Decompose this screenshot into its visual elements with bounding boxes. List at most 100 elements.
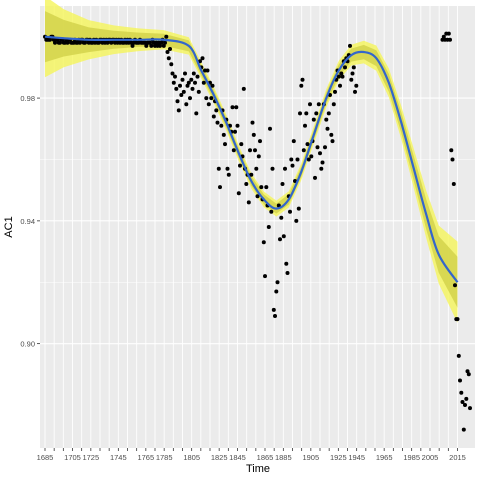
data-point bbox=[256, 154, 261, 159]
data-point bbox=[183, 71, 187, 76]
x-tick-label: 1765 bbox=[137, 453, 154, 462]
data-point bbox=[109, 40, 114, 45]
data-point bbox=[301, 148, 306, 153]
data-point bbox=[285, 271, 290, 275]
data-point bbox=[221, 132, 226, 137]
data-point bbox=[58, 40, 62, 45]
data-point bbox=[254, 166, 259, 171]
data-point bbox=[130, 43, 135, 48]
data-point bbox=[189, 77, 194, 82]
smooth-line bbox=[44, 35, 459, 283]
data-point bbox=[305, 142, 310, 147]
data-point bbox=[466, 372, 471, 377]
data-point bbox=[261, 240, 266, 245]
data-point bbox=[194, 111, 199, 116]
data-point bbox=[270, 166, 275, 171]
x-tick-label: 1745 bbox=[110, 453, 127, 462]
data-point bbox=[295, 157, 300, 162]
data-point bbox=[159, 40, 164, 45]
data-point bbox=[186, 80, 191, 85]
data-point bbox=[343, 65, 347, 70]
data-point bbox=[281, 234, 286, 239]
y-axis-title: AC1 bbox=[3, 216, 15, 237]
data-point bbox=[168, 47, 172, 51]
smooth-line-path bbox=[44, 35, 459, 283]
data-point bbox=[251, 132, 256, 137]
data-point bbox=[148, 40, 152, 45]
data-point bbox=[225, 166, 230, 171]
data-point bbox=[250, 120, 255, 125]
data-point bbox=[258, 139, 262, 144]
data-point bbox=[464, 396, 469, 401]
data-point bbox=[65, 40, 70, 45]
x-tick-label: 1985 bbox=[403, 453, 420, 462]
data-point bbox=[309, 154, 314, 159]
data-point bbox=[460, 400, 465, 404]
data-point bbox=[231, 148, 236, 153]
data-point bbox=[458, 378, 462, 383]
data-point bbox=[219, 123, 224, 128]
data-point bbox=[259, 185, 264, 190]
data-point bbox=[468, 406, 472, 411]
data-point bbox=[215, 120, 220, 125]
data-point bbox=[349, 77, 354, 82]
data-point bbox=[173, 74, 177, 79]
data-point bbox=[214, 108, 219, 113]
data-point bbox=[290, 163, 295, 168]
data-point bbox=[306, 157, 311, 162]
data-point bbox=[185, 83, 190, 88]
data-point bbox=[211, 114, 216, 119]
data-point bbox=[144, 43, 149, 48]
x-tick-label: 1905 bbox=[302, 453, 319, 462]
grid-layer bbox=[40, 6, 475, 448]
data-point bbox=[300, 77, 305, 82]
data-point bbox=[238, 163, 242, 168]
data-point bbox=[53, 40, 57, 45]
data-point bbox=[459, 390, 464, 395]
data-point bbox=[271, 307, 276, 312]
data-point bbox=[350, 71, 355, 76]
data-point bbox=[283, 166, 287, 171]
data-point bbox=[319, 166, 324, 171]
data-point bbox=[303, 123, 307, 128]
data-point bbox=[353, 89, 357, 94]
data-point bbox=[289, 157, 294, 162]
data-point bbox=[190, 86, 195, 91]
data-point bbox=[318, 151, 322, 156]
data-point bbox=[351, 65, 356, 70]
x-tick-label: 1945 bbox=[348, 453, 365, 462]
data-point bbox=[164, 34, 169, 39]
data-point bbox=[241, 86, 246, 91]
data-point bbox=[288, 209, 292, 214]
x-tick-label: 1825 bbox=[211, 453, 228, 462]
data-point bbox=[278, 237, 282, 242]
y-tick-label: 0.94 bbox=[20, 217, 35, 226]
x-tick-label: 2005 bbox=[422, 453, 439, 462]
data-point bbox=[461, 427, 466, 432]
data-point bbox=[266, 225, 271, 229]
data-point bbox=[83, 40, 87, 45]
data-point bbox=[451, 182, 456, 186]
data-point bbox=[273, 314, 277, 318]
x-axis: 1685 1705 1725 1745 1765 1785 1805 1825 1845 1865… bbox=[37, 448, 466, 462]
x-tick-label: 1845 bbox=[229, 453, 246, 462]
data-point bbox=[330, 139, 335, 144]
data-point bbox=[179, 93, 184, 97]
x-tick-label: 1705 bbox=[64, 453, 81, 462]
data-point bbox=[304, 111, 309, 116]
data-point bbox=[226, 172, 231, 177]
data-point bbox=[269, 209, 274, 214]
data-point bbox=[223, 142, 227, 147]
data-point bbox=[336, 74, 341, 79]
data-point bbox=[325, 126, 330, 131]
data-point bbox=[449, 148, 454, 153]
data-point bbox=[235, 123, 240, 128]
data-point bbox=[246, 200, 251, 205]
data-point bbox=[448, 37, 452, 42]
data-point bbox=[210, 83, 215, 88]
data-point bbox=[191, 71, 196, 76]
data-point bbox=[96, 40, 101, 45]
data-point bbox=[249, 172, 254, 177]
